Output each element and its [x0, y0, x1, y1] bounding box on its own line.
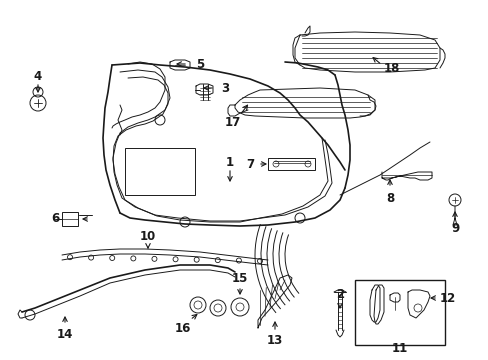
- Text: 18: 18: [383, 62, 399, 75]
- Text: 13: 13: [266, 333, 283, 346]
- Text: 10: 10: [140, 230, 156, 243]
- Text: 6: 6: [51, 212, 59, 225]
- Text: 14: 14: [57, 328, 73, 342]
- Text: 3: 3: [221, 81, 228, 94]
- Bar: [62, 212, 78, 226]
- Bar: [125, 148, 195, 195]
- Bar: [267, 158, 314, 170]
- Text: 1: 1: [225, 156, 234, 168]
- Text: 4: 4: [34, 69, 42, 82]
- Text: 8: 8: [385, 192, 393, 204]
- Text: 12: 12: [439, 292, 455, 305]
- Text: 5: 5: [196, 58, 203, 71]
- Text: 11: 11: [391, 342, 407, 355]
- Bar: [354, 280, 444, 345]
- Text: 16: 16: [174, 321, 191, 334]
- Text: 7: 7: [245, 158, 254, 171]
- Text: 9: 9: [450, 221, 458, 234]
- Text: 17: 17: [224, 116, 241, 129]
- Text: 2: 2: [335, 288, 344, 302]
- Text: 15: 15: [231, 271, 248, 284]
